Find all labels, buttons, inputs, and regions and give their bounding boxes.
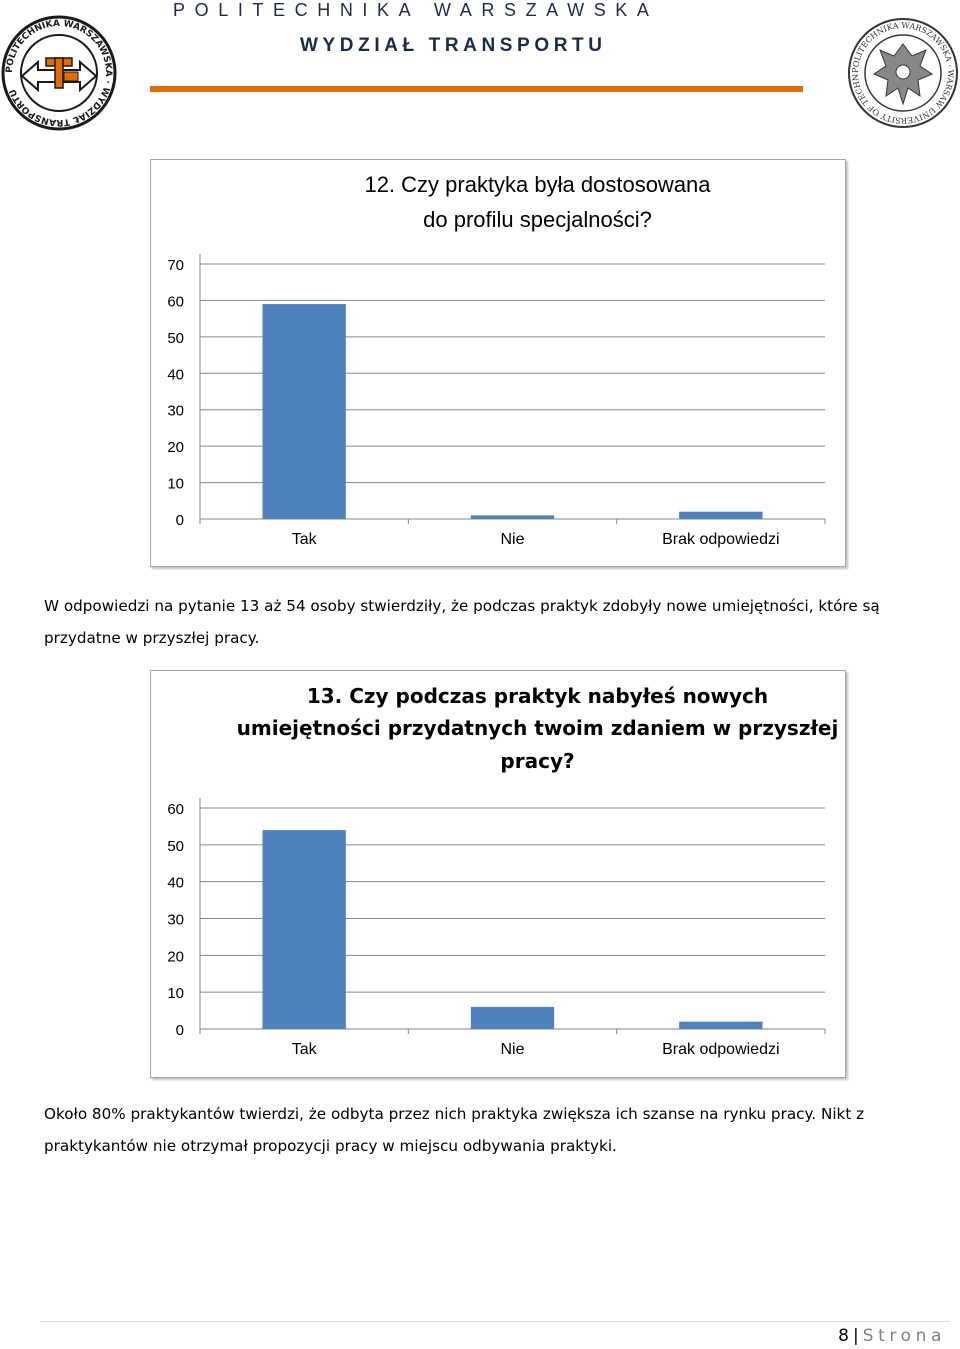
y-tick-label: 20 bbox=[167, 948, 184, 965]
y-tick-label: 0 bbox=[176, 512, 184, 529]
institution-name: POLITECHNIKA WARSZAWSKA bbox=[173, 0, 659, 20]
chart-title: 13. Czy podczas praktyk nabyłeś nowych um… bbox=[237, 684, 839, 773]
faculty-name: WYDZIAŁ TRANSPORTU bbox=[300, 35, 607, 56]
y-tick-label: 10 bbox=[167, 476, 184, 493]
chart-title-line: pracy? bbox=[500, 749, 574, 773]
chart-title-line: umiejętności przydatnych twoim zdaniem w… bbox=[237, 716, 839, 740]
footer-separator: | bbox=[853, 1326, 859, 1346]
page-number: 8 bbox=[838, 1326, 849, 1346]
chart-title: 12. Czy praktyka była dostosowana do prof… bbox=[364, 172, 711, 232]
y-tick-label: 70 bbox=[167, 257, 184, 274]
bar-nie bbox=[470, 1006, 555, 1029]
x-category-label: Brak odpowiedzi bbox=[662, 531, 779, 548]
y-tick-label: 20 bbox=[167, 439, 184, 456]
x-category-label: Brak odpowiedzi bbox=[662, 1041, 779, 1058]
y-tick-label: 10 bbox=[167, 985, 184, 1002]
bar-brak-odpowiedzi bbox=[679, 1021, 763, 1029]
paragraph-q13-summary: W odpowiedzi na pytanie 13 aż 54 osoby s… bbox=[44, 597, 880, 647]
y-tick-label: 50 bbox=[167, 838, 184, 855]
footer-divider bbox=[40, 1321, 950, 1322]
chart-q13: 13. Czy podczas praktyk nabyłeś nowych um… bbox=[150, 670, 846, 1078]
chart-title-line: do profilu specjalności? bbox=[423, 207, 652, 232]
chart-q12-svg: 12. Czy praktyka była dostosowana do prof… bbox=[167, 172, 826, 548]
y-tick-label: 40 bbox=[167, 366, 184, 383]
chart-q13-svg: 13. Czy podczas praktyk nabyłeś nowych um… bbox=[167, 684, 839, 1058]
chart-title-line: 13. Czy podczas praktyk nabyłeś nowych bbox=[307, 684, 768, 708]
university-eagle-seal-icon: POLITECHNIKA WARSZAWSKA · WARSAW UNIVERS… bbox=[842, 7, 960, 132]
chart-title-line: 12. Czy praktyka była dostosowana bbox=[364, 172, 711, 197]
chart-q12: 12. Czy praktyka była dostosowana do prof… bbox=[150, 159, 846, 567]
y-tick-label: 30 bbox=[167, 912, 184, 929]
bar-nie bbox=[470, 515, 555, 519]
y-tick-label: 60 bbox=[167, 293, 184, 310]
x-category-label: Nie bbox=[500, 531, 524, 548]
x-category-label: Nie bbox=[500, 1041, 524, 1058]
bar-tak bbox=[262, 304, 346, 519]
y-tick-label: 50 bbox=[167, 330, 184, 347]
y-tick-label: 60 bbox=[167, 801, 184, 818]
faculty-seal-icon: POLITECHNIKA WARSZAWSKA · WYDZIAŁ TRANSP… bbox=[0, 14, 118, 132]
bar-brak-odpowiedzi bbox=[679, 511, 763, 519]
x-category-label: Tak bbox=[292, 531, 318, 548]
footer-page-word: Strona bbox=[862, 1326, 946, 1346]
x-category-label: Tak bbox=[292, 1041, 318, 1058]
page-footer: 8 | Strona bbox=[838, 1326, 946, 1346]
y-tick-label: 30 bbox=[167, 403, 184, 420]
y-tick-label: 40 bbox=[167, 875, 184, 892]
bar-tak bbox=[262, 830, 346, 1029]
paragraph-conclusion: Około 80% praktykantów twierdzi, że odby… bbox=[44, 1105, 865, 1155]
y-tick-label: 0 bbox=[176, 1022, 184, 1039]
header-divider bbox=[150, 86, 803, 92]
